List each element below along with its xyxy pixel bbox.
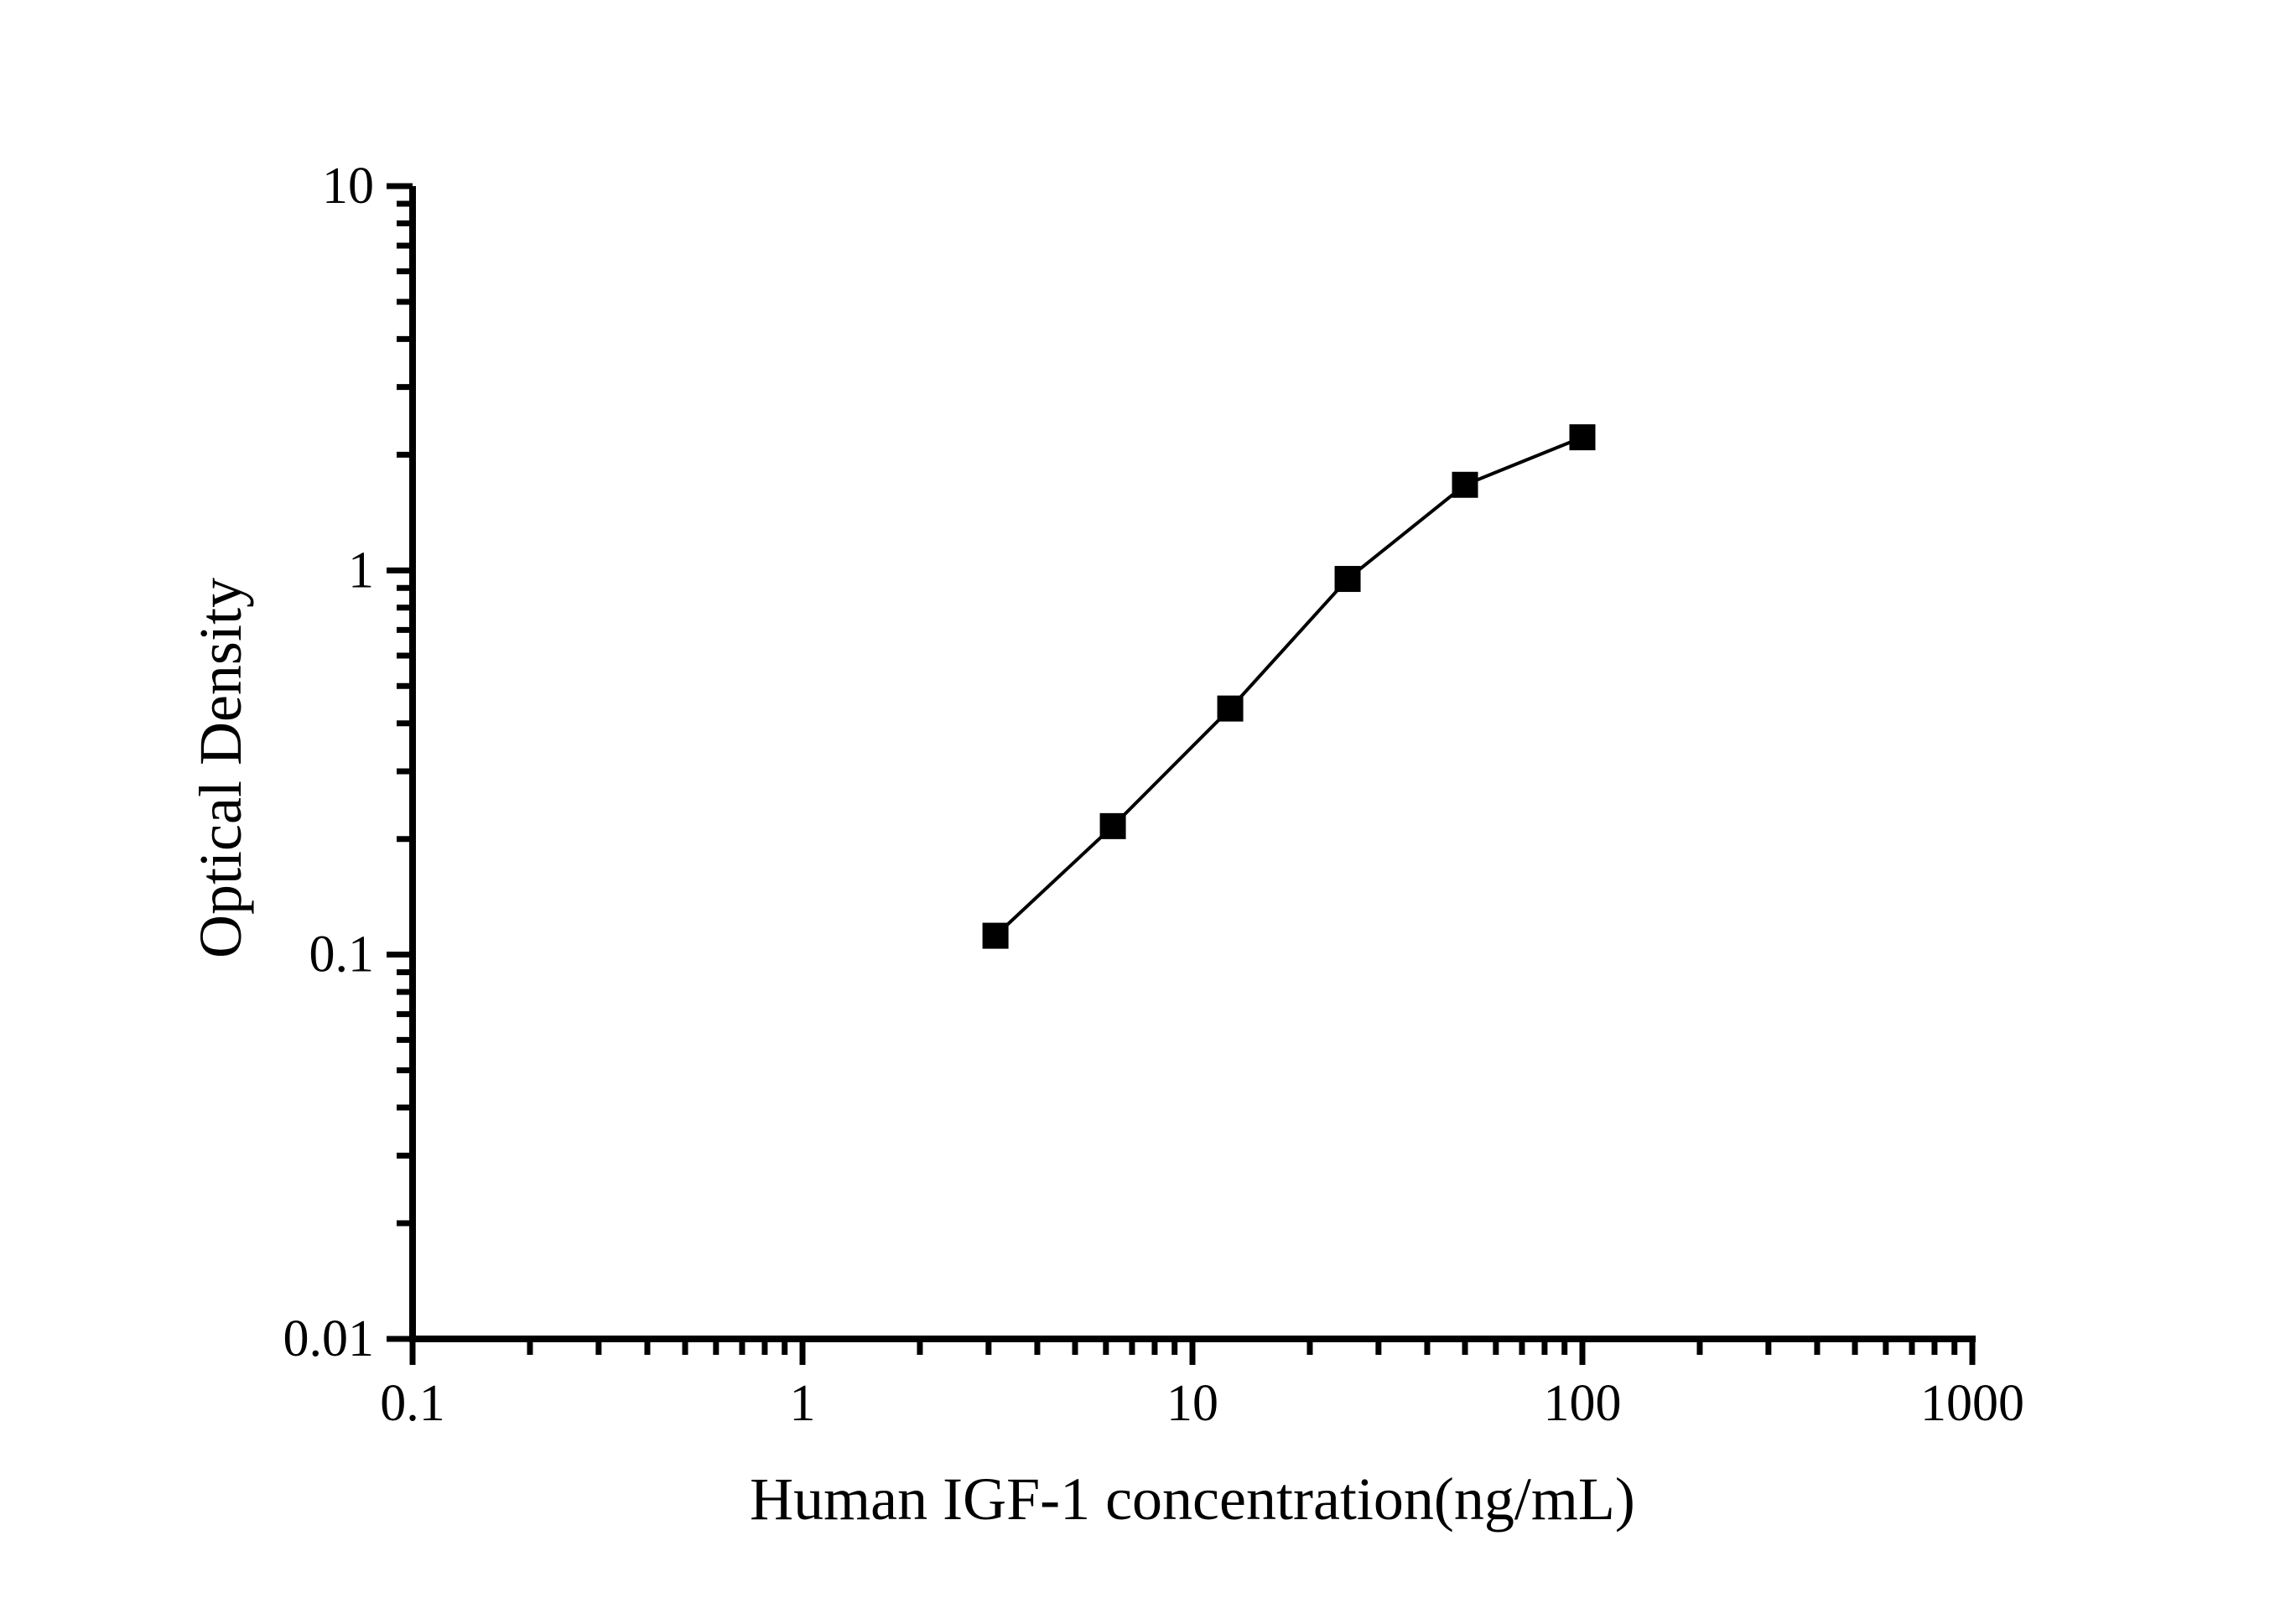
- data-point-marker: [1569, 424, 1596, 451]
- y-tick-label: 1: [348, 542, 374, 599]
- x-tick-label: 100: [1544, 1375, 1622, 1432]
- data-point-marker: [1452, 471, 1478, 498]
- x-tick-label: 10: [1166, 1375, 1218, 1432]
- y-axis-title: Optical Density: [187, 578, 254, 958]
- y-tick-label: 0.01: [283, 1310, 375, 1367]
- y-tick-label: 10: [322, 158, 374, 215]
- series-line: [994, 435, 1583, 937]
- x-tick-label: 0.1: [380, 1375, 445, 1432]
- y-tick-label: 0.1: [309, 926, 375, 983]
- axes: [387, 183, 1976, 1365]
- x-tick-label: 1: [790, 1375, 816, 1432]
- data-series: [982, 424, 1596, 949]
- x-axis-title: Human IGF-1 concentration(ng/mL): [750, 1466, 1635, 1533]
- x-tick-label: 1000: [1920, 1375, 2024, 1432]
- data-point-marker: [1334, 566, 1361, 593]
- data-point-marker: [1099, 812, 1126, 839]
- data-point-marker: [1217, 695, 1244, 722]
- data-point-marker: [982, 922, 1009, 949]
